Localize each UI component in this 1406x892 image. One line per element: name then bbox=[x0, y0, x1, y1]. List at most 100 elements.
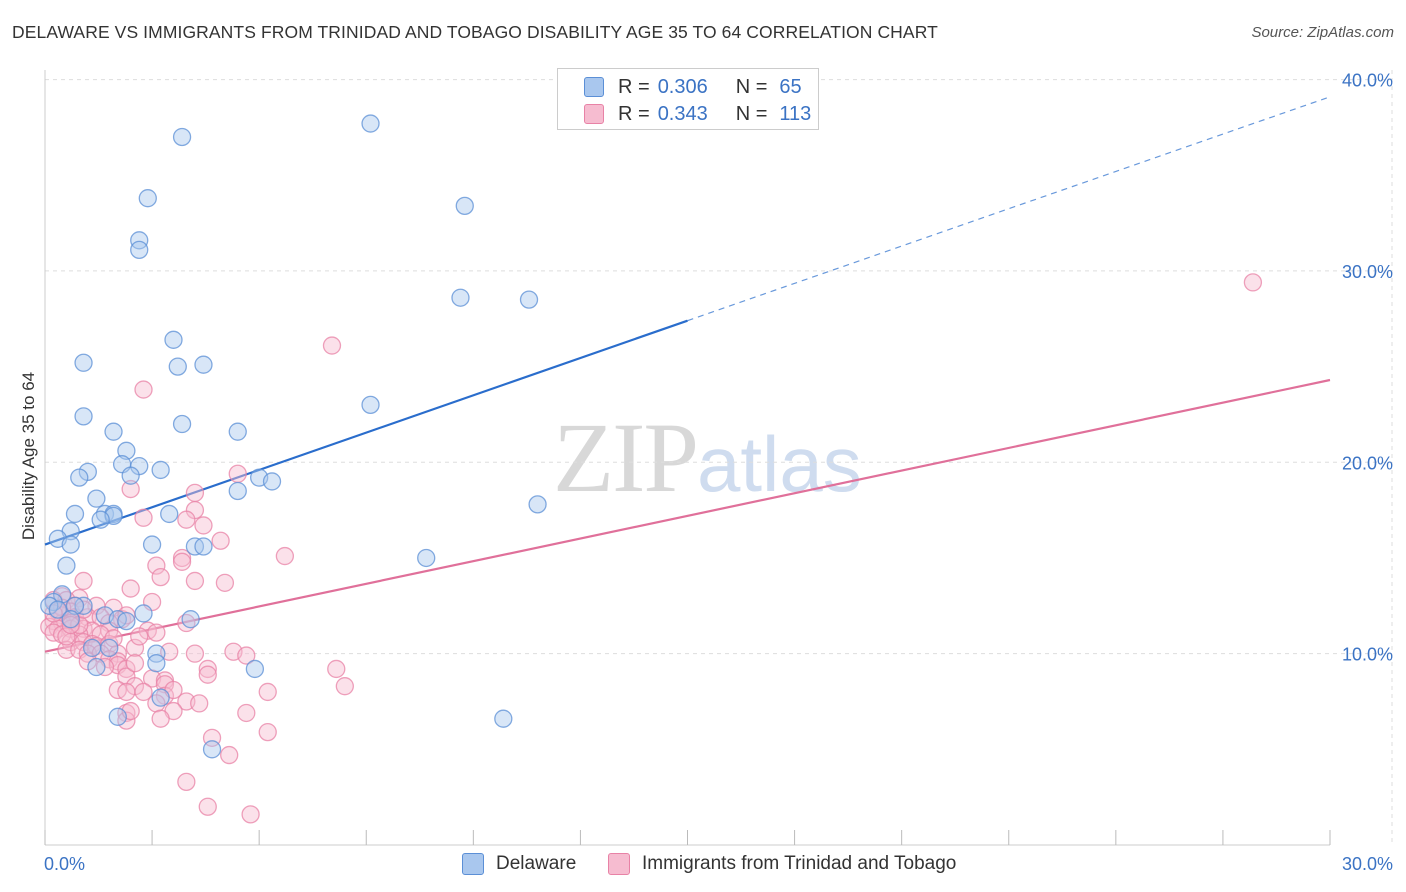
delaware-point bbox=[87, 657, 106, 677]
trinidad-point bbox=[215, 573, 235, 592]
trinidad-point bbox=[190, 694, 209, 713]
trinidad-point bbox=[147, 556, 166, 575]
delaware-point bbox=[87, 489, 106, 508]
delaware-point bbox=[100, 638, 119, 658]
data-points bbox=[40, 114, 1263, 824]
delaware-point bbox=[172, 414, 192, 434]
trinidad-point bbox=[185, 571, 205, 591]
trinidad-point bbox=[228, 464, 247, 483]
legend-swatch-delaware bbox=[584, 77, 604, 97]
trinidad-point bbox=[117, 682, 136, 702]
legend-swatch-trinidad bbox=[584, 104, 604, 124]
delaware-point bbox=[138, 189, 157, 208]
delaware-point bbox=[361, 114, 380, 133]
legend-n-value: 113 bbox=[779, 102, 812, 125]
bottom-legend-label-delaware: Delaware bbox=[496, 853, 577, 874]
legend-n-value: 65 bbox=[779, 75, 802, 98]
x-tick-label: 30.0% bbox=[1342, 854, 1393, 874]
trinidad-point bbox=[1243, 273, 1263, 292]
bottom-legend-swatch-trinidad bbox=[608, 853, 630, 875]
y-axis-title: Disability Age 35 to 64 bbox=[19, 372, 38, 540]
chart-title: DELAWARE VS IMMIGRANTS FROM TRINIDAD AND… bbox=[12, 22, 938, 42]
trinidad-point bbox=[151, 709, 170, 728]
delaware-point bbox=[82, 638, 102, 658]
watermark-atlas: atlas bbox=[697, 420, 862, 508]
legend-r-value: 0.306 bbox=[657, 75, 708, 98]
trinidad-point bbox=[237, 646, 256, 665]
delaware-point bbox=[181, 610, 200, 629]
trinidad-point bbox=[335, 677, 354, 696]
delaware-point bbox=[48, 600, 67, 619]
trinidad-point bbox=[104, 629, 123, 648]
delaware-point bbox=[40, 596, 59, 615]
delaware-point bbox=[228, 481, 247, 501]
trinidad-point bbox=[57, 627, 76, 646]
trinidad-point bbox=[258, 682, 277, 702]
trinidad-point bbox=[125, 654, 145, 673]
delaware-point bbox=[194, 537, 213, 556]
trinidad-point bbox=[185, 644, 205, 663]
delaware-point bbox=[61, 535, 80, 554]
trend-lines bbox=[44, 96, 1331, 653]
bottom-legend-swatch-delaware bbox=[462, 853, 484, 875]
legend-n-label: N = bbox=[735, 75, 768, 98]
delaware-point bbox=[130, 231, 149, 250]
trinidad-point bbox=[57, 640, 76, 659]
delaware-point bbox=[74, 353, 93, 372]
delaware-point bbox=[108, 707, 127, 726]
trinidad-point bbox=[134, 380, 153, 399]
trinidad-point bbox=[237, 703, 256, 723]
trinidad-point bbox=[134, 682, 153, 702]
y-tick-label: 30.0% bbox=[1342, 262, 1393, 282]
delaware-point bbox=[451, 288, 470, 307]
delaware-trend-extension bbox=[687, 96, 1331, 322]
delaware-point bbox=[361, 395, 380, 415]
x-tick-label: 0.0% bbox=[44, 854, 85, 874]
delaware-point bbox=[164, 330, 183, 349]
trinidad-point bbox=[220, 745, 239, 765]
trinidad-point bbox=[151, 567, 170, 587]
delaware-point bbox=[91, 510, 110, 529]
trinidad-point bbox=[121, 579, 140, 598]
trinidad-point bbox=[147, 623, 166, 642]
watermark: ZIPatlas bbox=[553, 400, 862, 515]
trinidad-point bbox=[198, 659, 217, 679]
delaware-point bbox=[57, 556, 76, 575]
delaware-point bbox=[151, 688, 170, 707]
trinidad-point bbox=[177, 510, 196, 529]
trinidad-point bbox=[198, 797, 217, 816]
delaware-point bbox=[70, 468, 89, 487]
delaware-point bbox=[134, 604, 153, 623]
trinidad-point bbox=[130, 627, 149, 646]
bottom-legend-label-trinidad: Immigrants from Trinidad and Tobago bbox=[642, 853, 957, 874]
legend-r-label: R = bbox=[618, 75, 650, 98]
trinidad-point bbox=[258, 722, 277, 742]
bottom-legend-delaware: Delaware bbox=[462, 851, 576, 877]
trinidad-point bbox=[117, 711, 136, 730]
delaware-point bbox=[147, 654, 166, 673]
delaware-point bbox=[455, 196, 474, 216]
delaware-point bbox=[151, 460, 170, 480]
delaware-point bbox=[104, 422, 123, 441]
delaware-trend-line bbox=[44, 319, 688, 546]
trinidad-point bbox=[185, 483, 205, 503]
stats-legend: R = 0.306 N = 65 R = 0.343 N = 113 bbox=[557, 68, 819, 130]
legend-r-label: R = bbox=[618, 102, 650, 125]
trinidad-point bbox=[172, 552, 192, 571]
delaware-point bbox=[142, 535, 162, 554]
delaware-point bbox=[172, 127, 192, 147]
delaware-point bbox=[130, 240, 149, 260]
grid-lines bbox=[45, 70, 1393, 845]
legend-row-delaware: R = 0.306 N = 65 bbox=[584, 74, 802, 100]
delaware-point bbox=[65, 504, 85, 524]
trinidad-point bbox=[198, 665, 217, 684]
y-tick-label: 20.0% bbox=[1342, 453, 1393, 473]
trinidad-point bbox=[211, 531, 230, 550]
trinidad-point bbox=[177, 772, 196, 792]
trinidad-point bbox=[61, 615, 80, 635]
tick-labels: 10.0% 20.0% 30.0% 40.0% 0.0% 30.0% bbox=[44, 71, 1393, 874]
legend-r-value: 0.343 bbox=[657, 102, 708, 125]
trinidad-point bbox=[194, 516, 213, 535]
y-tick-label: 40.0% bbox=[1342, 71, 1393, 91]
